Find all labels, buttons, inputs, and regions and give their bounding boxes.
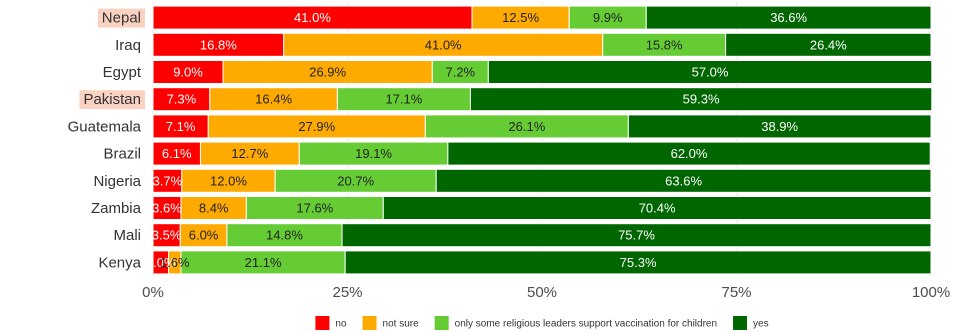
category-label-zambia: Zambia bbox=[91, 200, 142, 217]
bar-label-egypt-only-some-religious-leaders-support-vaccination-for-children: 7.2% bbox=[445, 65, 475, 80]
bar-mali-yes bbox=[341, 223, 932, 248]
bar-brazil-yes bbox=[447, 141, 931, 166]
x-tick-label-75: 75% bbox=[721, 284, 751, 301]
category-highlight-nepal bbox=[97, 8, 145, 28]
category-label-egypt: Egypt bbox=[103, 64, 142, 81]
legend-label-no: no bbox=[335, 319, 347, 330]
bar-label-mali-only-some-religious-leaders-support-vaccination-for-children: 14.8% bbox=[266, 228, 303, 243]
legend-key-no bbox=[315, 316, 330, 330]
bar-label-mali-no: 3.5% bbox=[152, 228, 182, 243]
bar-label-brazil-no: 6.1% bbox=[162, 146, 192, 161]
category-labels: Nepal Iraq Egypt Pakistan Guatemala Brazil Nig… bbox=[68, 8, 145, 271]
legend-key-only-some-religious-leaders-support-vaccination-for-children bbox=[434, 316, 449, 330]
bar-label-nepal-yes: 36.6% bbox=[770, 10, 807, 25]
bar-label-nigeria-yes: 63.6% bbox=[665, 173, 702, 188]
bar-zambia-yes bbox=[382, 196, 932, 220]
bar-label-brazil-yes: 62.0% bbox=[671, 146, 708, 161]
bar-label-egypt-yes: 57.0% bbox=[692, 65, 729, 80]
legend: no not sure only some religious leaders su… bbox=[315, 316, 769, 330]
x-axis-tick-labels: 0% 25% 50% 75% 100% bbox=[142, 284, 950, 301]
x-tick-label-100: 100% bbox=[912, 284, 950, 301]
bar-label-nepal-no: 41.0% bbox=[294, 10, 331, 25]
bar-label-mali-not-sure: 6.0% bbox=[189, 228, 219, 243]
category-label-iraq: Iraq bbox=[115, 37, 141, 54]
bar-label-guatemala-no: 7.1% bbox=[166, 119, 196, 134]
category-label-guatemala: Guatemala bbox=[68, 118, 142, 135]
x-tick-label-0: 0% bbox=[142, 284, 164, 301]
category-label-brazil: Brazil bbox=[103, 146, 141, 163]
bar-label-egypt-not-sure: 26.9% bbox=[309, 65, 346, 80]
bar-label-kenya-not-sure: 1.6% bbox=[160, 255, 190, 270]
bar-label-nepal-only-some-religious-leaders-support-vaccination-for-children: 9.9% bbox=[593, 10, 623, 25]
bar-label-kenya-no: 2.0% bbox=[146, 255, 176, 270]
bar-label-zambia-only-some-religious-leaders-support-vaccination-for-children: 17.6% bbox=[296, 201, 333, 216]
bar-label-nigeria-not-sure: 12.0% bbox=[210, 173, 247, 188]
bar-label-nepal-not-sure: 12.5% bbox=[502, 10, 539, 25]
legend-label-yes: yes bbox=[753, 319, 769, 330]
bar-label-guatemala-yes: 38.9% bbox=[761, 119, 798, 134]
bar-nigeria-yes bbox=[435, 168, 932, 193]
bar-label-pakistan-only-some-religious-leaders-support-vaccination-for-children: 17.1% bbox=[385, 92, 422, 107]
bar-label-egypt-no: 9.0% bbox=[173, 65, 203, 80]
legend-key-not-sure bbox=[362, 316, 377, 330]
x-tick-label-50: 50% bbox=[527, 284, 557, 301]
bar-label-iraq-only-some-religious-leaders-support-vaccination-for-children: 15.8% bbox=[646, 37, 683, 52]
bar-label-nigeria-only-some-religious-leaders-support-vaccination-for-children: 20.7% bbox=[337, 173, 374, 188]
bar-label-zambia-no: 3.6% bbox=[152, 201, 182, 216]
bar-labels-layer: 41.0% 12.5% 9.9% 36.6% 16.8% 41.0% 15.8% 26.4% 9… bbox=[146, 10, 847, 270]
bar-label-iraq-not-sure: 41.0% bbox=[425, 37, 462, 52]
bar-label-zambia-not-sure: 8.4% bbox=[199, 201, 229, 216]
category-label-kenya: Kenya bbox=[98, 254, 141, 271]
bar-iraq-yes bbox=[725, 32, 932, 57]
bar-label-iraq-no: 16.8% bbox=[200, 37, 237, 52]
category-highlight-pakistan bbox=[79, 90, 145, 110]
bar-guatemala-yes bbox=[627, 114, 932, 139]
category-label-nigeria: Nigeria bbox=[93, 173, 141, 190]
category-label-pakistan: Pakistan bbox=[83, 91, 141, 108]
bar-label-guatemala-not-sure: 27.9% bbox=[298, 119, 335, 134]
bar-nepal-yes bbox=[645, 5, 932, 30]
category-label-nepal: Nepal bbox=[102, 10, 141, 27]
bar-label-brazil-only-some-religious-leaders-support-vaccination-for-children: 19.1% bbox=[355, 146, 392, 161]
legend-key-yes bbox=[733, 316, 748, 330]
legend-label-only-some-religious-leaders-support-vaccination-for-children: only some religious leaders support vacc… bbox=[455, 319, 717, 330]
bar-egypt-yes bbox=[487, 60, 933, 84]
bar-label-zambia-yes: 70.4% bbox=[639, 201, 676, 216]
bar-label-guatemala-only-some-religious-leaders-support-vaccination-for-children: 26.1% bbox=[508, 119, 545, 134]
bar-label-brazil-not-sure: 12.7% bbox=[231, 146, 268, 161]
bar-label-pakistan-not-sure: 16.4% bbox=[255, 92, 292, 107]
category-label-mali: Mali bbox=[113, 227, 141, 244]
x-tick-label-25: 25% bbox=[332, 284, 362, 301]
bar-label-mali-yes: 75.7% bbox=[618, 228, 655, 243]
legend-label-not-sure: not sure bbox=[383, 319, 420, 330]
bar-label-kenya-yes: 75.3% bbox=[620, 255, 657, 270]
bar-label-kenya-only-some-religious-leaders-support-vaccination-for-children: 21.1% bbox=[245, 255, 282, 270]
bar-label-iraq-yes: 26.4% bbox=[810, 37, 847, 52]
bar-label-pakistan-no: 7.3% bbox=[167, 92, 197, 107]
bar-kenya-yes bbox=[344, 250, 932, 275]
bar-pakistan-yes bbox=[469, 87, 933, 112]
bars-layer bbox=[152, 5, 933, 275]
bar-label-pakistan-yes: 59.3% bbox=[683, 92, 720, 107]
bar-label-nigeria-no: 3.7% bbox=[153, 173, 183, 188]
